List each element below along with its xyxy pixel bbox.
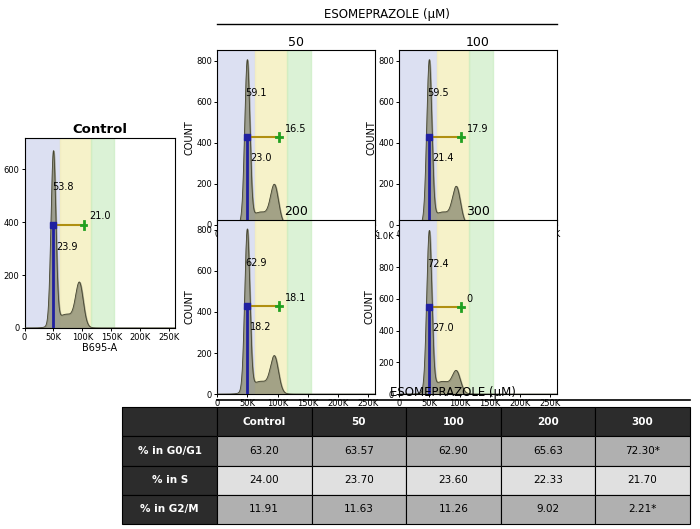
Text: % in G0/G1: % in G0/G1 <box>138 446 202 456</box>
Text: 11.26: 11.26 <box>438 504 468 514</box>
Bar <box>255 50 287 225</box>
Text: 23.0: 23.0 <box>251 153 272 163</box>
Text: 27.0: 27.0 <box>433 323 454 333</box>
Bar <box>399 220 437 394</box>
X-axis label: B695-A: B695-A <box>278 240 314 250</box>
Text: 23.70: 23.70 <box>344 475 374 485</box>
Text: 0: 0 <box>467 294 473 304</box>
Text: ESOMEPRAZOLE (μM): ESOMEPRAZOLE (μM) <box>391 386 516 399</box>
Text: 300: 300 <box>631 417 653 427</box>
Text: 21.70: 21.70 <box>627 475 657 485</box>
Bar <box>287 50 311 225</box>
Text: 22.33: 22.33 <box>533 475 563 485</box>
Text: 21.4: 21.4 <box>433 153 454 163</box>
Text: 200: 200 <box>537 417 559 427</box>
X-axis label: B695-A: B695-A <box>278 409 314 419</box>
Text: Control: Control <box>243 417 286 427</box>
Text: 23.9: 23.9 <box>56 242 78 252</box>
Text: 65.63: 65.63 <box>533 446 563 456</box>
Bar <box>60 138 91 328</box>
Bar <box>469 50 493 225</box>
Bar <box>25 138 60 328</box>
Bar <box>217 220 255 394</box>
Text: % in G2/M: % in G2/M <box>141 504 199 514</box>
Text: 63.20: 63.20 <box>249 446 279 456</box>
Bar <box>399 50 437 225</box>
Text: 9.02: 9.02 <box>536 504 559 514</box>
Title: 50: 50 <box>288 36 304 49</box>
Bar <box>255 220 287 394</box>
Text: 72.4: 72.4 <box>428 259 449 269</box>
Bar <box>217 50 255 225</box>
Title: Control: Control <box>72 123 127 136</box>
Text: 63.57: 63.57 <box>344 446 374 456</box>
Text: 23.60: 23.60 <box>438 475 468 485</box>
X-axis label: B695-A: B695-A <box>460 240 496 250</box>
Text: 62.90: 62.90 <box>438 446 468 456</box>
Text: 24.00: 24.00 <box>249 475 279 485</box>
X-axis label: B695-A: B695-A <box>82 343 118 353</box>
Bar <box>469 220 493 394</box>
X-axis label: B695-A: B695-A <box>460 409 496 419</box>
Bar <box>437 220 469 394</box>
Text: 62.9: 62.9 <box>246 258 267 268</box>
Y-axis label: COUNT: COUNT <box>364 289 374 324</box>
Bar <box>91 138 114 328</box>
Bar <box>287 220 311 394</box>
Bar <box>437 50 469 225</box>
Y-axis label: COUNT: COUNT <box>367 120 377 155</box>
Text: 59.1: 59.1 <box>246 88 267 98</box>
Text: 72.30*: 72.30* <box>625 446 659 456</box>
Title: 300: 300 <box>466 205 490 218</box>
Text: % in S: % in S <box>152 475 188 485</box>
Y-axis label: COUNT: COUNT <box>185 120 195 155</box>
Text: 100: 100 <box>442 417 464 427</box>
Text: 18.2: 18.2 <box>251 322 272 332</box>
Title: 100: 100 <box>466 36 490 49</box>
Text: 50: 50 <box>351 417 366 427</box>
Text: 11.63: 11.63 <box>344 504 374 514</box>
Text: 59.5: 59.5 <box>428 88 449 98</box>
Title: 200: 200 <box>284 205 308 218</box>
Y-axis label: COUNT: COUNT <box>185 289 195 324</box>
Text: 21.0: 21.0 <box>90 212 111 221</box>
Text: 53.8: 53.8 <box>52 182 74 192</box>
Y-axis label: COUNT: COUNT <box>0 215 2 250</box>
Text: 11.91: 11.91 <box>249 504 279 514</box>
Text: 17.9: 17.9 <box>467 123 489 133</box>
Text: 18.1: 18.1 <box>285 293 306 303</box>
Text: 16.5: 16.5 <box>285 123 307 133</box>
Text: 2.21*: 2.21* <box>628 504 657 514</box>
Text: ESOMEPRAZOLE (μM): ESOMEPRAZOLE (μM) <box>324 8 449 21</box>
